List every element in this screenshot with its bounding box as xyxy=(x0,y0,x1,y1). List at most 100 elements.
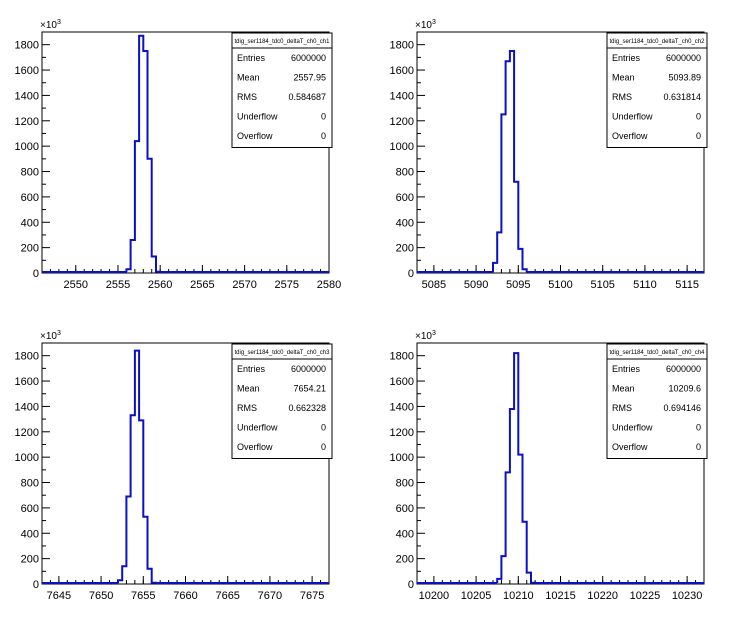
stats-value: 0 xyxy=(321,423,326,433)
stats-key: Mean xyxy=(612,384,635,394)
stats-value: 0.631814 xyxy=(663,92,701,102)
stats-value: 10209.6 xyxy=(668,384,701,394)
x-tick-label: 7650 xyxy=(89,590,113,602)
histogram-bin xyxy=(523,522,527,583)
y-tick-label: 1800 xyxy=(15,40,39,52)
x-tick-label: 5115 xyxy=(675,279,699,291)
stats-value: 6000000 xyxy=(291,364,326,374)
stats-value: 5093.89 xyxy=(668,73,701,83)
histogram-bin xyxy=(126,269,130,272)
y-tick-label: 0 xyxy=(408,268,414,280)
y-tick-label: 800 xyxy=(396,478,414,490)
stats-box: tdig_ser1184_tdc0_deltaT_ch0_ch4 Entries 6… xyxy=(606,343,708,459)
stats-value: 0 xyxy=(696,442,701,452)
stats-value: 7654.21 xyxy=(293,384,326,394)
y-tick-label: 200 xyxy=(396,554,414,566)
histogram-bin xyxy=(527,573,531,583)
stats-key: Overflow xyxy=(612,131,648,141)
stats-box: tdig_ser1184_tdc0_deltaT_ch0_ch3 Entries 6… xyxy=(231,343,333,459)
stats-value: 0.694146 xyxy=(663,403,701,413)
stats-key: Overflow xyxy=(612,442,648,452)
x-tick-label: 5085 xyxy=(422,279,446,291)
stats-key: Entries xyxy=(612,53,641,63)
histogram-bin xyxy=(493,263,497,272)
stats-value: 6000000 xyxy=(291,53,326,63)
histogram-bin xyxy=(122,566,126,583)
y-tick-label: 1800 xyxy=(390,40,414,52)
y-tick-label: 1200 xyxy=(390,116,414,128)
x-tick-label: 10215 xyxy=(545,590,576,602)
stats-value: 0 xyxy=(696,131,701,141)
y-tick-label: 800 xyxy=(396,167,414,179)
histogram-bin xyxy=(506,61,510,272)
histogram-bin xyxy=(139,36,143,272)
y-tick-label: 1400 xyxy=(390,401,414,413)
y-tick-label: 200 xyxy=(396,243,414,255)
histogram-bin xyxy=(143,517,147,583)
histogram-bin xyxy=(501,556,505,583)
y-tick-label: 200 xyxy=(21,554,39,566)
y-multiplier-label: ×103 xyxy=(40,19,61,31)
histogram-bin xyxy=(139,420,143,583)
y-tick-label: 400 xyxy=(21,217,39,229)
stats-value: 0.662328 xyxy=(288,403,326,413)
x-tick-label: 7670 xyxy=(258,590,282,602)
x-tick-label: 2550 xyxy=(64,279,88,291)
stats-value: 0 xyxy=(696,423,701,433)
stats-key: RMS xyxy=(237,92,257,102)
x-tick-label: 5095 xyxy=(506,279,530,291)
stats-key: Underflow xyxy=(237,112,278,122)
y-tick-label: 1200 xyxy=(390,427,414,439)
x-tick-label: 5105 xyxy=(590,279,614,291)
histogram-title: tdig_ser1184_tdc0_deltaT_ch0_ch4 xyxy=(610,350,706,356)
histogram-title: tdig_ser1184_tdc0_deltaT_ch0_ch1 xyxy=(235,39,331,45)
stats-value: 0 xyxy=(696,112,701,122)
histogram-bin xyxy=(135,141,139,272)
stats-value: 0 xyxy=(321,442,326,452)
stats-box: tdig_ser1184_tdc0_deltaT_ch0_ch2 Entries 6… xyxy=(606,32,708,148)
stats-value: 6000000 xyxy=(666,364,701,374)
y-tick-label: 1600 xyxy=(390,376,414,388)
histogram-bin xyxy=(518,249,522,272)
histogram-bin xyxy=(131,240,135,272)
histogram-bin xyxy=(510,51,514,272)
histogram-bin xyxy=(126,496,130,583)
stats-key: Underflow xyxy=(612,423,653,433)
y-tick-label: 1200 xyxy=(15,427,39,439)
y-tick-label: 1400 xyxy=(15,90,39,102)
histogram-bin xyxy=(497,232,501,272)
x-tick-label: 2570 xyxy=(232,279,256,291)
histogram-bin xyxy=(497,579,501,583)
y-tick-label: 600 xyxy=(21,192,39,204)
histogram-panel-4: 0 200 400 600 800 1000 1200 1400 1600 1800×103 102… xyxy=(390,330,708,602)
histogram-bin xyxy=(135,351,139,583)
stats-key: Entries xyxy=(612,364,641,374)
y-multiplier-label: ×103 xyxy=(415,330,436,342)
stats-box: tdig_ser1184_tdc0_deltaT_ch0_ch1 Entries 6… xyxy=(231,32,333,148)
histogram-series-line xyxy=(496,352,537,584)
stats-value: 0 xyxy=(321,131,326,141)
histogram-title: tdig_ser1184_tdc0_deltaT_ch0_ch2 xyxy=(610,39,706,45)
stats-key: Underflow xyxy=(237,423,278,433)
y-tick-label: 1000 xyxy=(15,452,39,464)
x-tick-label: 5100 xyxy=(548,279,572,291)
histogram-panel-3: 0 200 400 600 800 1000 1200 1400 1600 1800×103 764… xyxy=(15,330,333,602)
stats-key: Entries xyxy=(237,364,266,374)
y-tick-label: 800 xyxy=(21,478,39,490)
stats-key: Mean xyxy=(237,73,260,83)
histogram-title: tdig_ser1184_tdc0_deltaT_ch0_ch3 xyxy=(235,350,331,356)
y-tick-label: 1000 xyxy=(15,141,39,153)
x-tick-label: 5090 xyxy=(464,279,488,291)
histogram-bin xyxy=(152,257,156,272)
x-tick-label: 2555 xyxy=(106,279,130,291)
y-tick-label: 1600 xyxy=(15,65,39,77)
stats-value: 0.584687 xyxy=(288,92,326,102)
histogram-bin xyxy=(514,182,518,272)
histogram-panel-2: 0 200 400 600 800 1000 1200 1400 1600 1800×103 508… xyxy=(390,19,708,291)
y-tick-label: 600 xyxy=(396,503,414,515)
stats-key: Overflow xyxy=(237,131,273,141)
y-tick-label: 1800 xyxy=(390,351,414,363)
stats-value: 0 xyxy=(321,112,326,122)
y-tick-label: 1800 xyxy=(15,351,39,363)
